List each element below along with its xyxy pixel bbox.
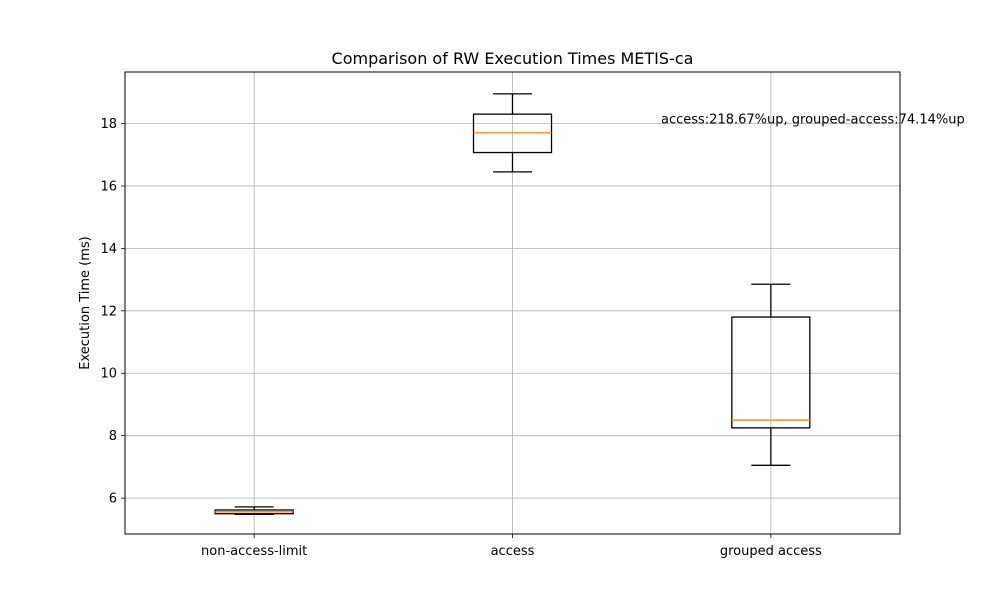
annotation: access:218.67%up, grouped-access:74.14%u…: [661, 112, 965, 127]
x-tick-label: grouped access: [720, 544, 822, 559]
y-tick-label: 12: [100, 304, 117, 319]
grid: [125, 72, 900, 534]
y-tick-label: 6: [109, 492, 117, 507]
y-tick-label: 10: [100, 367, 117, 382]
box-grouped-access: [731, 283, 811, 466]
boxes: [214, 93, 811, 515]
x-tick-label: non-access-limit: [201, 544, 307, 559]
iqr-box: [731, 316, 811, 429]
y-axis-label: Execution Time (ms): [78, 236, 93, 369]
box-non-access-limit: [214, 506, 294, 515]
chart-title: Comparison of RW Execution Times METIS-c…: [332, 49, 694, 68]
y-tick-label: 18: [100, 117, 117, 132]
ticks: non-access-limit access grouped access 6 8 10…: [100, 117, 822, 559]
y-tick-label: 14: [100, 242, 117, 257]
box-access: [472, 93, 553, 173]
y-tick-label: 8: [109, 429, 117, 444]
x-tick-label: access: [491, 544, 535, 559]
y-tick-label: 16: [100, 179, 117, 194]
